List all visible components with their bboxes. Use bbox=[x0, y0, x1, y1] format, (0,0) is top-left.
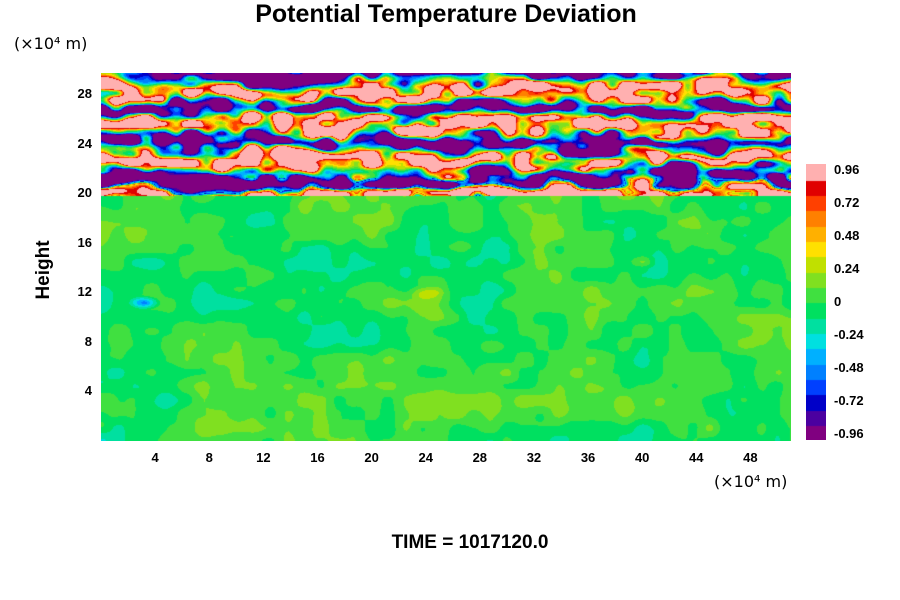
x-tick-label: 40 bbox=[634, 450, 650, 465]
colorbar-tick-label: -0.48 bbox=[834, 360, 864, 375]
x-tick-label: 36 bbox=[580, 450, 596, 465]
colorbar bbox=[806, 164, 826, 440]
y-tick-label: 12 bbox=[77, 284, 92, 300]
x-tick-label: 4 bbox=[151, 450, 159, 465]
y-tick-label: 4 bbox=[84, 383, 92, 399]
colorbar-tick-label: -0.72 bbox=[834, 393, 864, 408]
y-tick-label: 24 bbox=[77, 135, 92, 151]
chart-title: Potential Temperature Deviation bbox=[255, 0, 637, 28]
y-tick-label: 28 bbox=[77, 86, 92, 102]
x-tick-label: 44 bbox=[689, 450, 704, 465]
x-tick-label: 20 bbox=[364, 450, 379, 465]
time-label: TIME = 1017120.0 bbox=[391, 532, 549, 553]
y-tick-label: 8 bbox=[84, 333, 92, 349]
colorbar-tick-label: -0.24 bbox=[834, 327, 864, 342]
colorbar-tick-label: 0.24 bbox=[834, 261, 860, 276]
x-tick-label: 8 bbox=[205, 450, 213, 465]
heatmap-plot-area bbox=[101, 73, 791, 441]
y-axis-unit: (×10⁴ m) bbox=[14, 34, 88, 53]
x-tick-label: 16 bbox=[310, 450, 325, 465]
colorbar-tick-label: -0.96 bbox=[834, 426, 864, 441]
x-tick-label: 24 bbox=[418, 450, 433, 465]
x-tick-label: 12 bbox=[256, 450, 271, 465]
x-axis-unit: (×10⁴ m) bbox=[714, 472, 788, 491]
y-tick-label: 20 bbox=[77, 185, 92, 201]
x-tick-label: 32 bbox=[526, 450, 542, 465]
colorbar-tick-label: 0.96 bbox=[834, 162, 860, 177]
colorbar-tick-label: 0 bbox=[834, 294, 842, 309]
y-tick-label: 16 bbox=[77, 234, 92, 250]
x-tick-label: 48 bbox=[743, 450, 758, 465]
x-tick-label: 28 bbox=[472, 450, 488, 465]
colorbar-tick-label: 0.72 bbox=[834, 195, 860, 210]
colorbar-tick-label: 0.48 bbox=[834, 228, 860, 243]
